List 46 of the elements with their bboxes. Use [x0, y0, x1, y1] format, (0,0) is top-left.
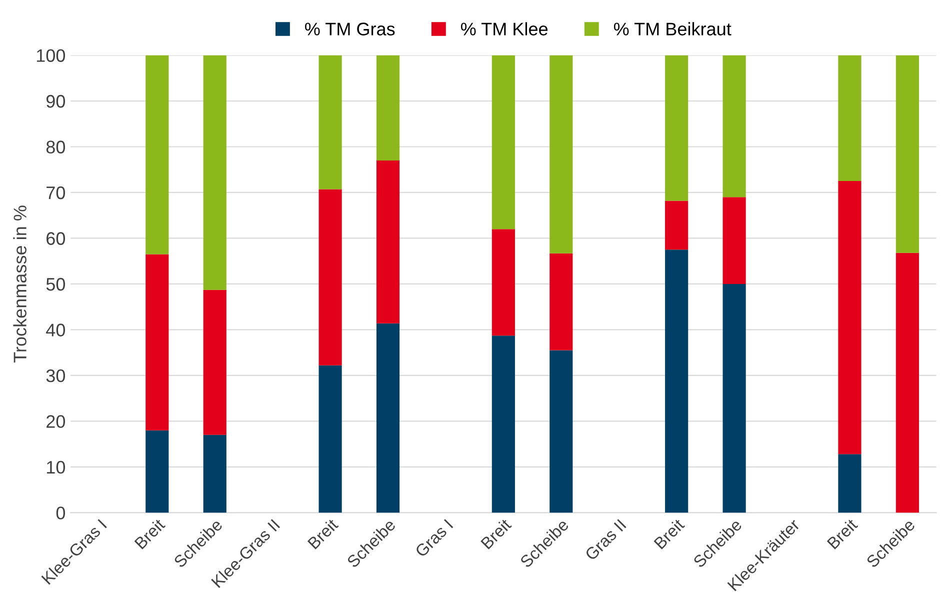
bar [550, 55, 573, 254]
bar [318, 189, 342, 366]
x-tick-label: Gras II [584, 518, 626, 561]
bar [203, 434, 226, 513]
bar [722, 284, 746, 513]
legend-label: % TM Klee [460, 22, 548, 36]
bar [838, 181, 862, 454]
y-tick-label: 20 [46, 415, 66, 428]
x-tick-label: Gras I [414, 518, 454, 558]
bar [722, 55, 746, 198]
bar [492, 336, 515, 513]
y-tick-label: 70 [46, 186, 66, 200]
y-tick-label: 80 [46, 140, 66, 154]
bar [665, 250, 688, 513]
y-tick-label: 10 [47, 460, 66, 474]
legend-label: % TM Beikraut [614, 22, 732, 36]
bar [318, 365, 342, 513]
bar [550, 350, 573, 513]
bar [665, 200, 688, 250]
y-tick-label: 60 [46, 232, 66, 245]
legend-label: % TM Gras [305, 22, 395, 36]
y-tick-label: 40 [46, 324, 66, 336]
y-axis-title: Trockenmasse in % [13, 206, 26, 362]
bar [492, 229, 515, 336]
bar [838, 55, 862, 182]
bar [492, 55, 515, 230]
bar [665, 55, 688, 201]
bar [203, 290, 226, 435]
bar [146, 430, 169, 513]
y-tick-label: 0 [56, 506, 66, 520]
bar [722, 197, 746, 284]
y-tick-label: 100 [36, 49, 66, 62]
bar [376, 160, 400, 324]
bar [896, 55, 919, 253]
y-tick-label: 30 [46, 369, 66, 382]
bar [550, 253, 573, 350]
bar [146, 55, 169, 254]
bar [376, 323, 400, 513]
y-tick-label: 50 [46, 278, 66, 291]
bar [203, 55, 226, 290]
bar [146, 254, 169, 430]
bar [318, 55, 342, 190]
y-tick-label: 90 [46, 94, 66, 108]
bar [896, 252, 919, 513]
bar [376, 55, 400, 160]
bar [838, 454, 862, 513]
